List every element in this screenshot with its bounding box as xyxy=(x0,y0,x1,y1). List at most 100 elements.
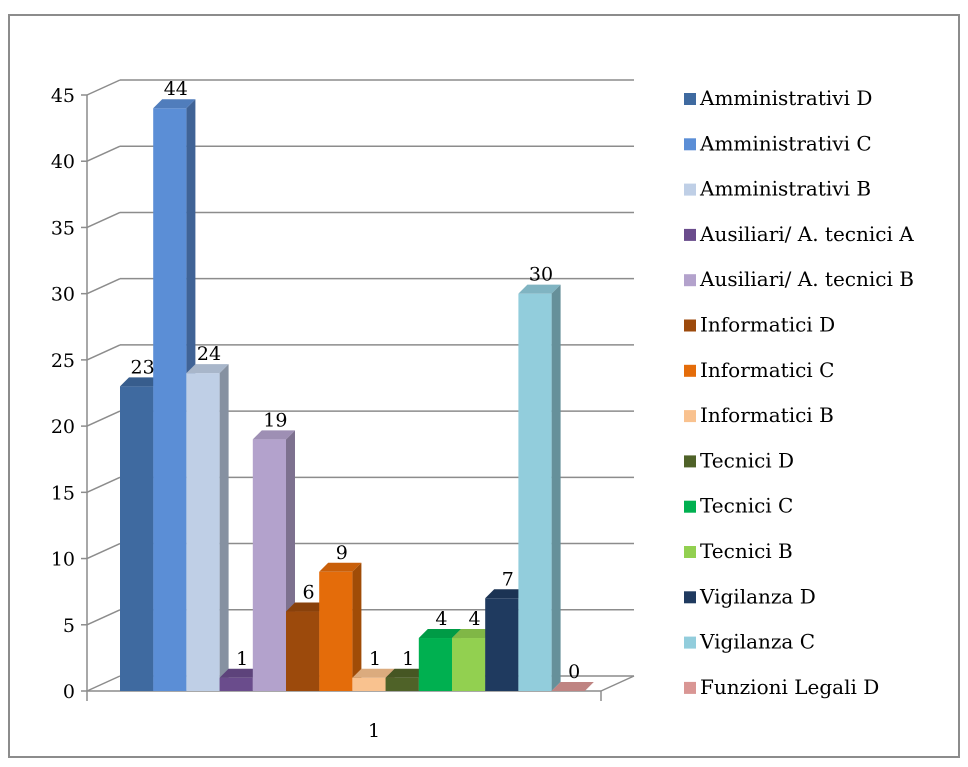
bar-top xyxy=(452,629,495,639)
legend-item: Informatici C xyxy=(684,358,834,382)
data-label: 1 xyxy=(369,648,381,670)
x-category-label: 1 xyxy=(368,720,380,742)
bar-top xyxy=(518,284,561,294)
legend-swatch xyxy=(684,138,696,151)
bar-front xyxy=(518,293,552,691)
legend-label: Funzioni Legali D xyxy=(700,675,879,699)
data-label: 4 xyxy=(435,608,447,630)
legend-swatch xyxy=(684,228,696,241)
legend-label: Informatici B xyxy=(700,403,834,427)
y-tick-label: 25 xyxy=(51,350,75,372)
y-tick-label: 5 xyxy=(63,615,75,637)
legend-item: Tecnici C xyxy=(684,494,793,518)
legend-swatch xyxy=(684,274,696,287)
legend-label: Tecnici B xyxy=(700,539,793,563)
bar-front xyxy=(418,638,452,691)
bar-front xyxy=(385,677,419,691)
bar-top xyxy=(352,668,395,678)
bar-funzioni-legali-d xyxy=(551,682,594,691)
bar-front xyxy=(319,571,353,691)
bar-top xyxy=(485,589,528,599)
legend-swatch xyxy=(684,591,696,604)
bar-top xyxy=(418,629,461,639)
bar-front xyxy=(153,108,187,691)
legend-label: Ausiliari/ A. tecnici B xyxy=(699,267,914,291)
legend-swatch xyxy=(684,319,696,332)
bar-informatici-c xyxy=(319,562,362,691)
y-tick-label: 45 xyxy=(51,85,75,107)
gridline-side xyxy=(86,145,121,162)
bar-side xyxy=(352,562,362,691)
legend-item: Vigilanza D xyxy=(684,584,816,608)
bar-side xyxy=(551,284,561,691)
gridline-side xyxy=(86,344,121,361)
legend-label: Informatici C xyxy=(700,358,834,382)
bar-top xyxy=(153,99,196,109)
y-tick-label: 40 xyxy=(51,151,75,173)
axis-line xyxy=(600,675,635,692)
legend-label: Informatici D xyxy=(700,313,835,337)
bar-front xyxy=(286,611,320,691)
y-tick-label: 0 xyxy=(63,681,75,703)
gridline-side xyxy=(86,675,121,692)
bar-ausiliari-a-tecnici-b xyxy=(252,430,295,691)
gridline-side xyxy=(86,542,121,560)
legend-item: Amministrativi D xyxy=(684,86,872,110)
bar-top xyxy=(120,377,163,387)
bar-top xyxy=(219,668,262,678)
bar-front xyxy=(352,677,386,691)
gridline-side xyxy=(86,410,121,427)
legend-label: Vigilanza D xyxy=(699,584,816,608)
data-label: 7 xyxy=(502,568,514,590)
legend-item: Funzioni Legali D xyxy=(684,675,879,699)
legend-label: Amministrativi D xyxy=(699,86,872,110)
bar-top xyxy=(319,562,362,572)
y-tick-label: 35 xyxy=(51,217,75,239)
data-label: 44 xyxy=(164,78,188,100)
bar-front xyxy=(252,439,286,691)
bar-front xyxy=(452,638,486,691)
gridline-side xyxy=(86,609,121,626)
legend-swatch xyxy=(684,410,696,423)
y-tick-label: 10 xyxy=(51,549,75,571)
legend-swatch xyxy=(684,183,696,196)
legend-swatch xyxy=(684,364,696,377)
data-label: 1 xyxy=(402,648,414,670)
legend-swatch xyxy=(684,455,696,468)
bar-top xyxy=(385,668,428,678)
bar-front xyxy=(485,598,519,691)
y-tick-label: 20 xyxy=(51,416,75,438)
bar-amministrativi-b xyxy=(186,364,229,691)
bar-front xyxy=(120,386,154,691)
legend-swatch xyxy=(684,93,696,105)
data-label: 23 xyxy=(131,356,155,378)
data-label: 24 xyxy=(197,343,221,365)
bar-side xyxy=(219,364,229,691)
bar-vigilanza-c xyxy=(518,284,561,691)
legend-label: Amministrativi C xyxy=(699,131,872,155)
bar-top xyxy=(252,430,295,440)
bar-top xyxy=(286,602,329,612)
legend-item: Ausiliari/ A. tecnici A xyxy=(684,222,914,246)
data-label: 0 xyxy=(568,661,580,683)
legend-item: Ausiliari/ A. tecnici B xyxy=(684,267,914,291)
data-label: 4 xyxy=(469,608,481,630)
legend-swatch xyxy=(684,636,696,649)
gridline-side xyxy=(86,476,121,494)
legend-swatch xyxy=(684,546,696,558)
bar-front xyxy=(186,373,220,691)
legend-item: Informatici B xyxy=(684,403,834,427)
y-tick-label: 30 xyxy=(51,284,75,306)
bar-front xyxy=(219,677,253,691)
legend-label: Tecnici D xyxy=(700,448,794,472)
data-label: 30 xyxy=(529,264,553,286)
bar-top xyxy=(551,682,594,691)
bars-layer xyxy=(120,99,594,691)
legend-swatch xyxy=(684,681,696,694)
gridline-side xyxy=(86,79,121,96)
legend-label: Amministrativi B xyxy=(699,177,871,201)
legend-swatch xyxy=(684,500,696,513)
data-label: 19 xyxy=(263,409,287,431)
